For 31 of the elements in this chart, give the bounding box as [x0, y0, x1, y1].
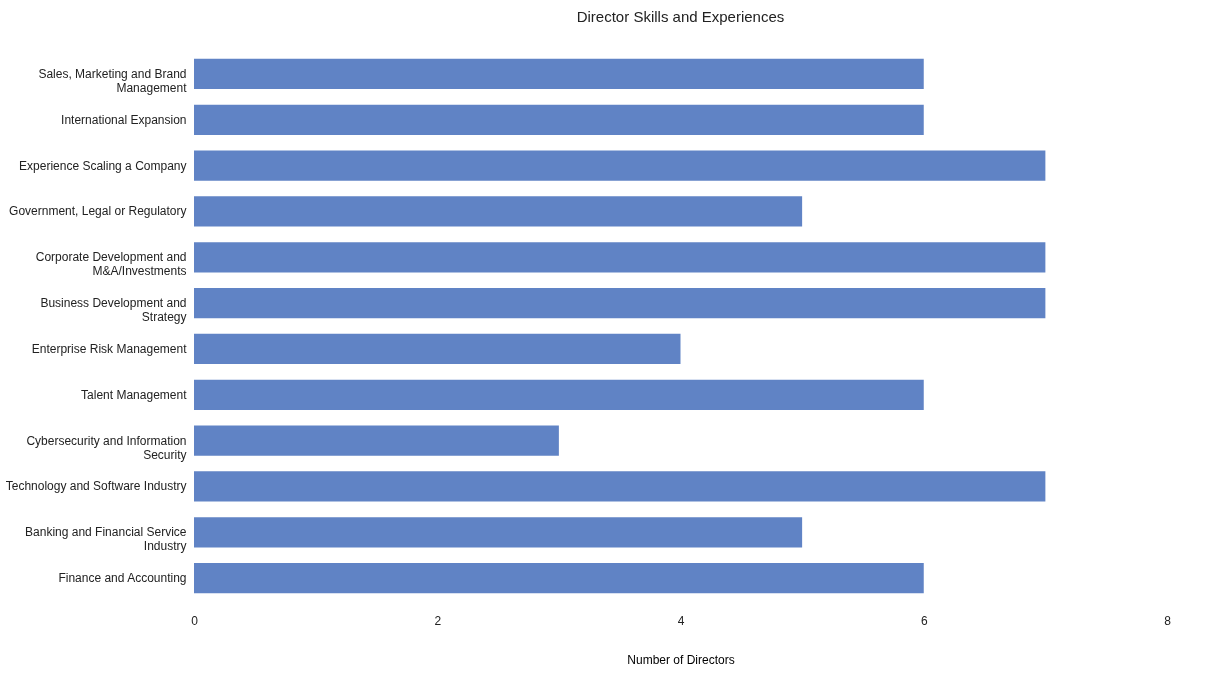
y-tick-label: Technology and Software Industry: [5, 479, 187, 494]
y-tick-label: Cybersecurity and Information Security: [26, 433, 187, 462]
chart-title: Director Skills and Experiences: [576, 8, 785, 25]
bar: [194, 562, 924, 594]
bar: [194, 196, 803, 227]
bar: [194, 517, 803, 548]
bar: [194, 379, 924, 410]
bar: [194, 104, 924, 135]
y-tick-label: Experience Scaling a Company: [19, 158, 187, 173]
bar: [194, 333, 681, 365]
y-tick-label: Finance and Accounting: [58, 571, 187, 586]
x-tick-label: 4: [677, 613, 685, 628]
x-tick-label: 6: [920, 613, 928, 628]
bar: [194, 242, 1046, 273]
y-tick-label: Business Development and Strategy: [40, 296, 187, 325]
x-tick-label: 8: [1164, 613, 1172, 628]
bar: [194, 287, 1046, 319]
bar: [194, 425, 559, 456]
bar: [194, 58, 924, 90]
x-axis-title: Number of Directors: [627, 652, 735, 667]
bar: [194, 471, 1046, 502]
y-tick-label: Government, Legal or Regulatory: [9, 204, 187, 219]
y-tick-label: Enterprise Risk Management: [31, 341, 188, 356]
x-tick-label: 0: [191, 613, 199, 628]
y-tick-label: Talent Management: [81, 387, 188, 402]
x-tick-label: 2: [434, 613, 442, 628]
bar: [194, 150, 1046, 181]
y-tick-label: Banking and Financial Service Industry: [25, 525, 187, 554]
y-tick-label: Corporate Development and M&A/Investments: [35, 250, 187, 279]
y-tick-label: Sales, Marketing and Brand Management: [38, 66, 188, 95]
y-tick-label: International Expansion: [61, 112, 187, 127]
